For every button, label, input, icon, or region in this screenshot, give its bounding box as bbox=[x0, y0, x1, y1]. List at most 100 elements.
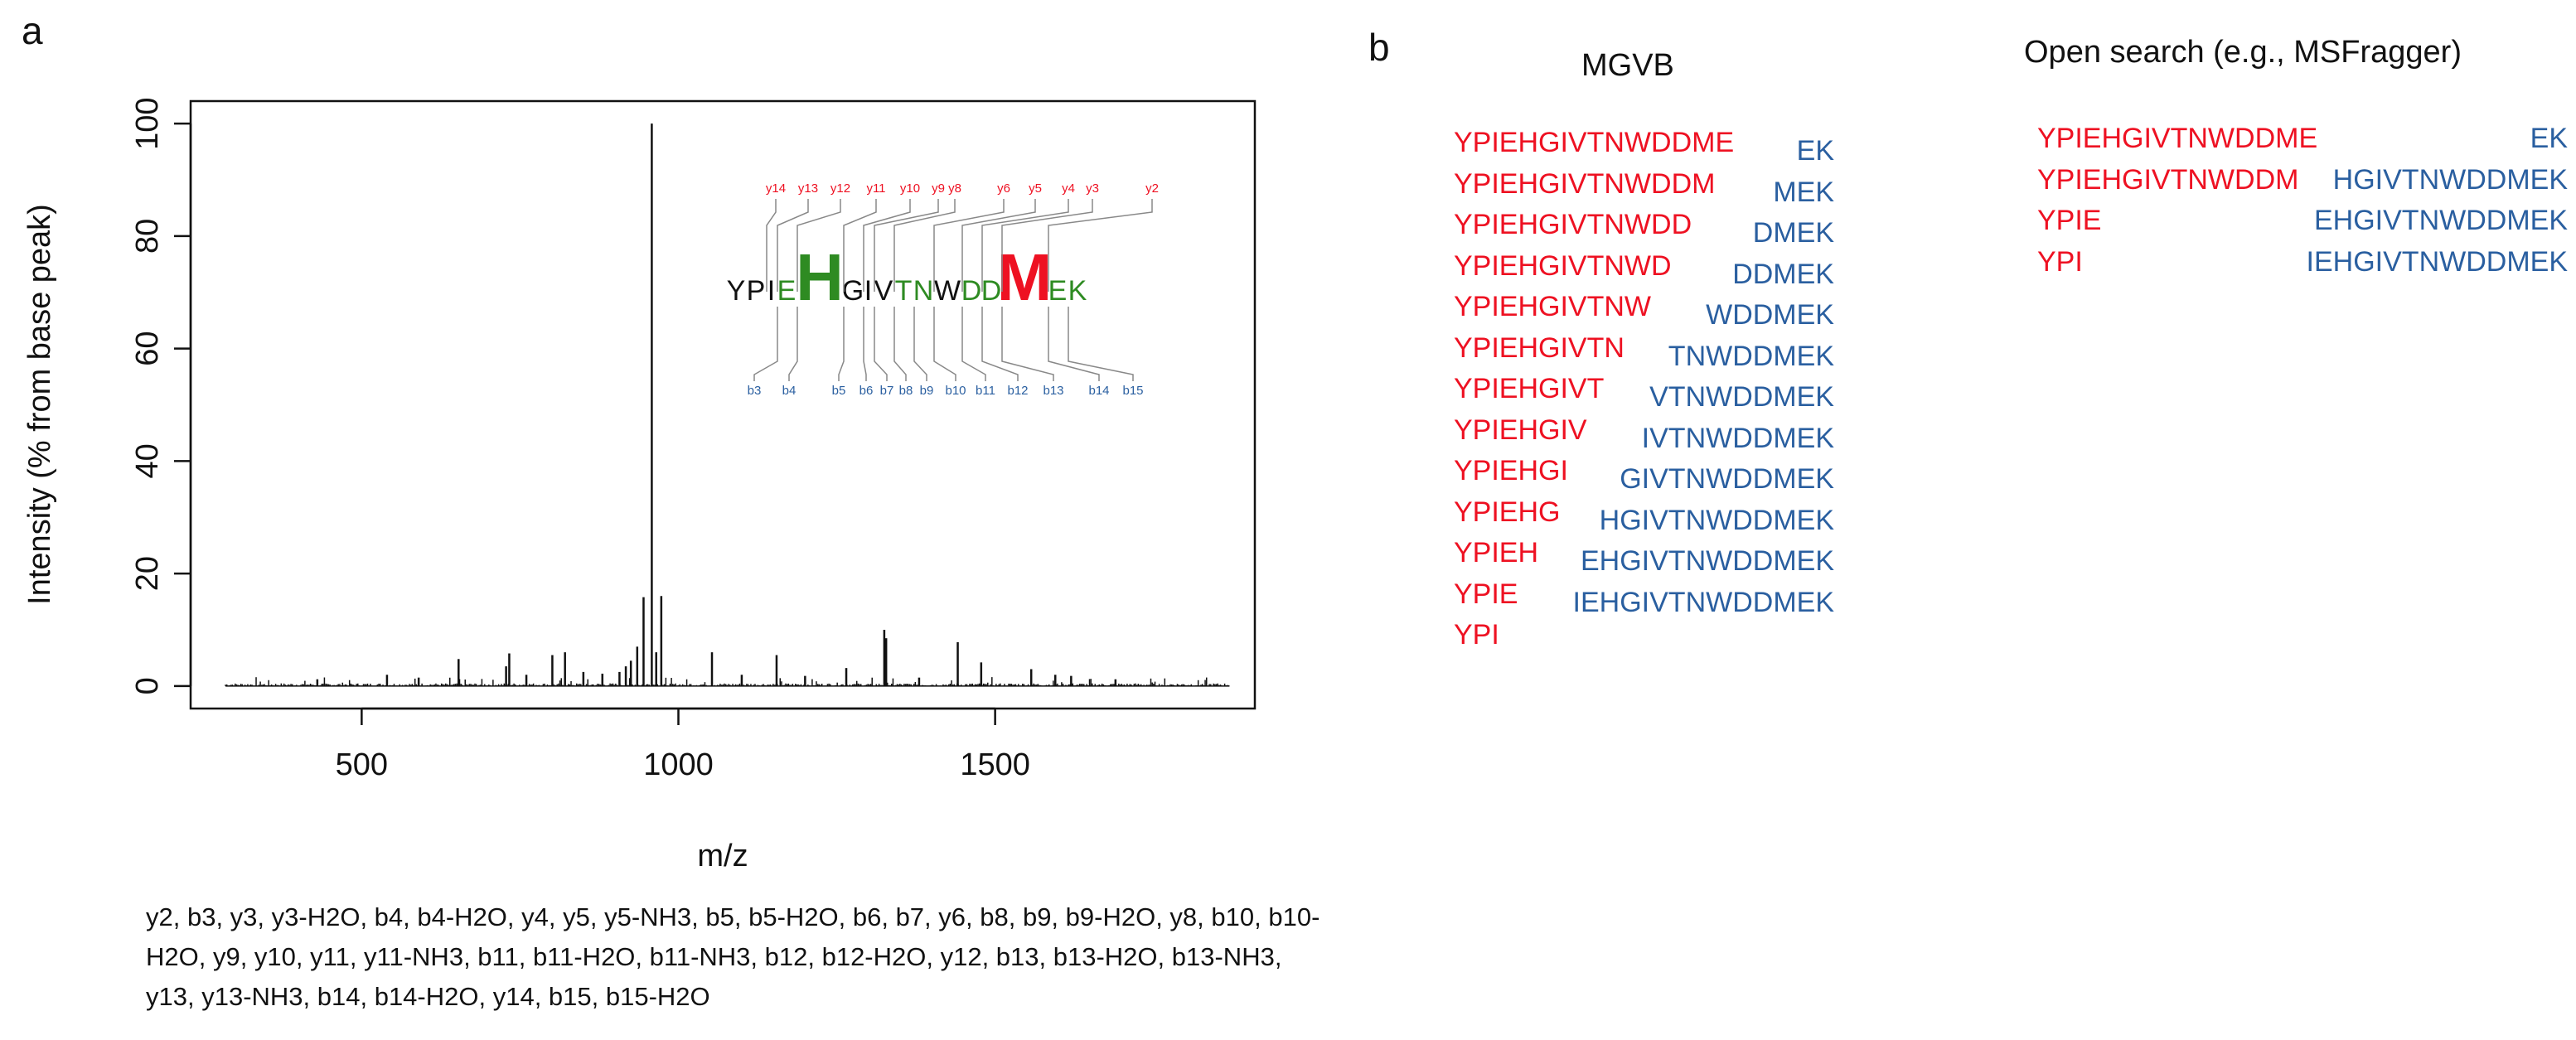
y-axis: 0 20 40 60 80 100 bbox=[130, 97, 192, 694]
y-ion-label: y3 bbox=[1086, 181, 1099, 196]
open-search-title: Open search (e.g., MSFragger) bbox=[2024, 35, 2462, 70]
y-ion-bracket bbox=[961, 199, 1036, 292]
residue-letter: E bbox=[1048, 275, 1068, 307]
residue-letter: H bbox=[796, 240, 844, 314]
x-tick-label: 1000 bbox=[643, 747, 714, 782]
c-terminal-fragment: GIVTNWDDMEK bbox=[1620, 463, 1834, 495]
b-ion-bracket bbox=[893, 307, 907, 381]
residue-letter: D bbox=[981, 275, 1002, 307]
n-terminal-fragment: YPIEH bbox=[1454, 537, 1539, 568]
b-ion-bracket bbox=[961, 307, 986, 381]
y-tick-label: 100 bbox=[130, 97, 165, 149]
y-ion-bracket bbox=[893, 199, 956, 292]
y-ion-bracket bbox=[1001, 199, 1093, 292]
b-ion-bracket bbox=[874, 307, 888, 381]
y-ion-label: y13 bbox=[798, 181, 818, 196]
b-ion-label: b6 bbox=[859, 384, 874, 398]
n-terminal-fragment: YPIEHGIVTN bbox=[1454, 331, 1625, 364]
x-tick-label: 500 bbox=[336, 747, 388, 782]
y-tick-label: 20 bbox=[130, 556, 165, 591]
residue-letter: M bbox=[997, 240, 1053, 314]
y-ion-label: y5 bbox=[1029, 181, 1042, 196]
b-ion-label: b13 bbox=[1043, 384, 1063, 398]
y-ion-bracket bbox=[933, 199, 1005, 292]
n-terminal-fragment: YPIEHGIVTNWDDME bbox=[1454, 127, 1735, 158]
y-ion-bracket bbox=[777, 199, 809, 292]
y-ion-label: y6 bbox=[997, 181, 1010, 196]
open-search-right-list: EK HGIVTNWDDMEK EHGIVTNWDDMEK IEHGIVTNWDDME… bbox=[2307, 119, 2568, 283]
c-terminal-fragment: HGIVTNWDDMEK bbox=[1599, 504, 1834, 536]
panel-b-label: b bbox=[1368, 26, 1390, 69]
c-terminal-fragment: DMEK bbox=[1752, 217, 1834, 249]
c-terminal-fragment: MEK bbox=[1773, 176, 1834, 208]
n-terminal-fragment: YPIEHGIV bbox=[1454, 414, 1587, 446]
c-terminal-fragment: DDMEK bbox=[1732, 258, 1834, 290]
residue-letter: E bbox=[777, 275, 797, 307]
n-terminal-fragment: YPIEHGIVT bbox=[1454, 373, 1605, 404]
y-ion-bracket bbox=[863, 199, 911, 292]
residue-letter: K bbox=[1068, 275, 1087, 307]
b-ion-label: b9 bbox=[920, 384, 934, 398]
b-ion-bracket bbox=[913, 307, 927, 381]
c-terminal-fragment: EK bbox=[1796, 135, 1834, 167]
residue-letter: N bbox=[913, 275, 934, 307]
residue-letter: T bbox=[895, 275, 913, 307]
n-terminal-fragment: YPIE bbox=[2037, 205, 2102, 236]
c-terminal-fragment: EHGIVTNWDDMEK bbox=[2314, 205, 2568, 236]
mgvb-left-list: YPIEHGIVTNWDDME YPIEHGIVTNWDDM YPIEHGIVTNW… bbox=[1454, 123, 1734, 656]
n-terminal-fragment: YPIEHGIVTNW bbox=[1454, 291, 1652, 322]
residue-letter: I bbox=[864, 275, 872, 307]
mgvb-right-list: EK MEK DMEK DDMEK WDDMEK TNWDDMEK VTNWDDMEK IVT… bbox=[1573, 131, 1834, 623]
y-tick-label: 80 bbox=[130, 219, 165, 254]
c-terminal-fragment: EHGIVTNWDDMEK bbox=[1581, 545, 1834, 577]
y-tick-label: 40 bbox=[130, 443, 165, 478]
y-ion-label: y12 bbox=[830, 181, 850, 196]
y-ion-label: y11 bbox=[866, 181, 885, 196]
y-ion-label: y8 bbox=[948, 181, 961, 196]
residue-letter: P bbox=[747, 275, 766, 307]
n-terminal-fragment: YPIEHGIVTNWDDM bbox=[2037, 163, 2299, 196]
y-ion-bracket bbox=[843, 199, 877, 292]
y-axis-label: Intensity (% from base peak) bbox=[22, 204, 57, 605]
b-ion-bracket bbox=[788, 307, 798, 381]
residue-letter: G bbox=[842, 275, 864, 307]
x-tick-label: 1500 bbox=[960, 747, 1030, 782]
panel-a-label: a bbox=[22, 9, 43, 52]
mgvb-title: MGVB bbox=[1581, 48, 1674, 83]
y-ion-label: y10 bbox=[900, 181, 920, 196]
y-ion-bracket bbox=[1048, 199, 1153, 292]
b-ion-bracket bbox=[1048, 307, 1100, 381]
b-ion-bracket bbox=[933, 307, 956, 381]
y-ion-bracket bbox=[797, 199, 841, 292]
y-tick-label: 60 bbox=[130, 331, 165, 365]
b-ion-label: b3 bbox=[748, 384, 762, 398]
y-ion-label: y14 bbox=[766, 181, 786, 196]
b-ion-label: b4 bbox=[782, 384, 797, 398]
b-ion-label: b10 bbox=[945, 384, 966, 398]
residue-letter: W bbox=[934, 275, 961, 307]
c-terminal-fragment: VTNWDDMEK bbox=[1649, 381, 1834, 413]
b-ion-bracket bbox=[863, 307, 867, 381]
residue-letter: Y bbox=[727, 275, 746, 307]
c-terminal-fragment: HGIVTNWDDMEK bbox=[2332, 163, 2568, 196]
y-ion-label: y9 bbox=[932, 181, 945, 196]
y-ion-bracket bbox=[766, 199, 777, 292]
b-ion-label: b11 bbox=[976, 384, 995, 398]
b-ion-label: b14 bbox=[1088, 384, 1109, 398]
n-terminal-fragment: YPIEHGIVTNWDDM bbox=[1454, 167, 1716, 200]
y-tick-label: 0 bbox=[130, 677, 165, 694]
x-axis: 500 1000 1500 bbox=[336, 707, 1030, 782]
b-ion-bracket bbox=[838, 307, 845, 381]
c-terminal-fragment: WDDMEK bbox=[1706, 299, 1834, 331]
b-ion-bracket bbox=[981, 307, 1019, 381]
b-ion-label: b15 bbox=[1122, 384, 1143, 398]
b-ion-label: b12 bbox=[1007, 384, 1028, 398]
y-ion-bracket bbox=[981, 199, 1069, 292]
spectrum-peaks bbox=[225, 123, 1230, 687]
n-terminal-fragment: YPIE bbox=[1454, 578, 1518, 610]
y-ion-label: y4 bbox=[1062, 181, 1075, 196]
spectrum-chart: 500 1000 1500 0 20 40 60 80 100 m/z Intensity (… bbox=[22, 97, 1257, 873]
residue-letter: D bbox=[961, 275, 982, 307]
c-terminal-fragment: TNWDDMEK bbox=[1668, 340, 1834, 372]
